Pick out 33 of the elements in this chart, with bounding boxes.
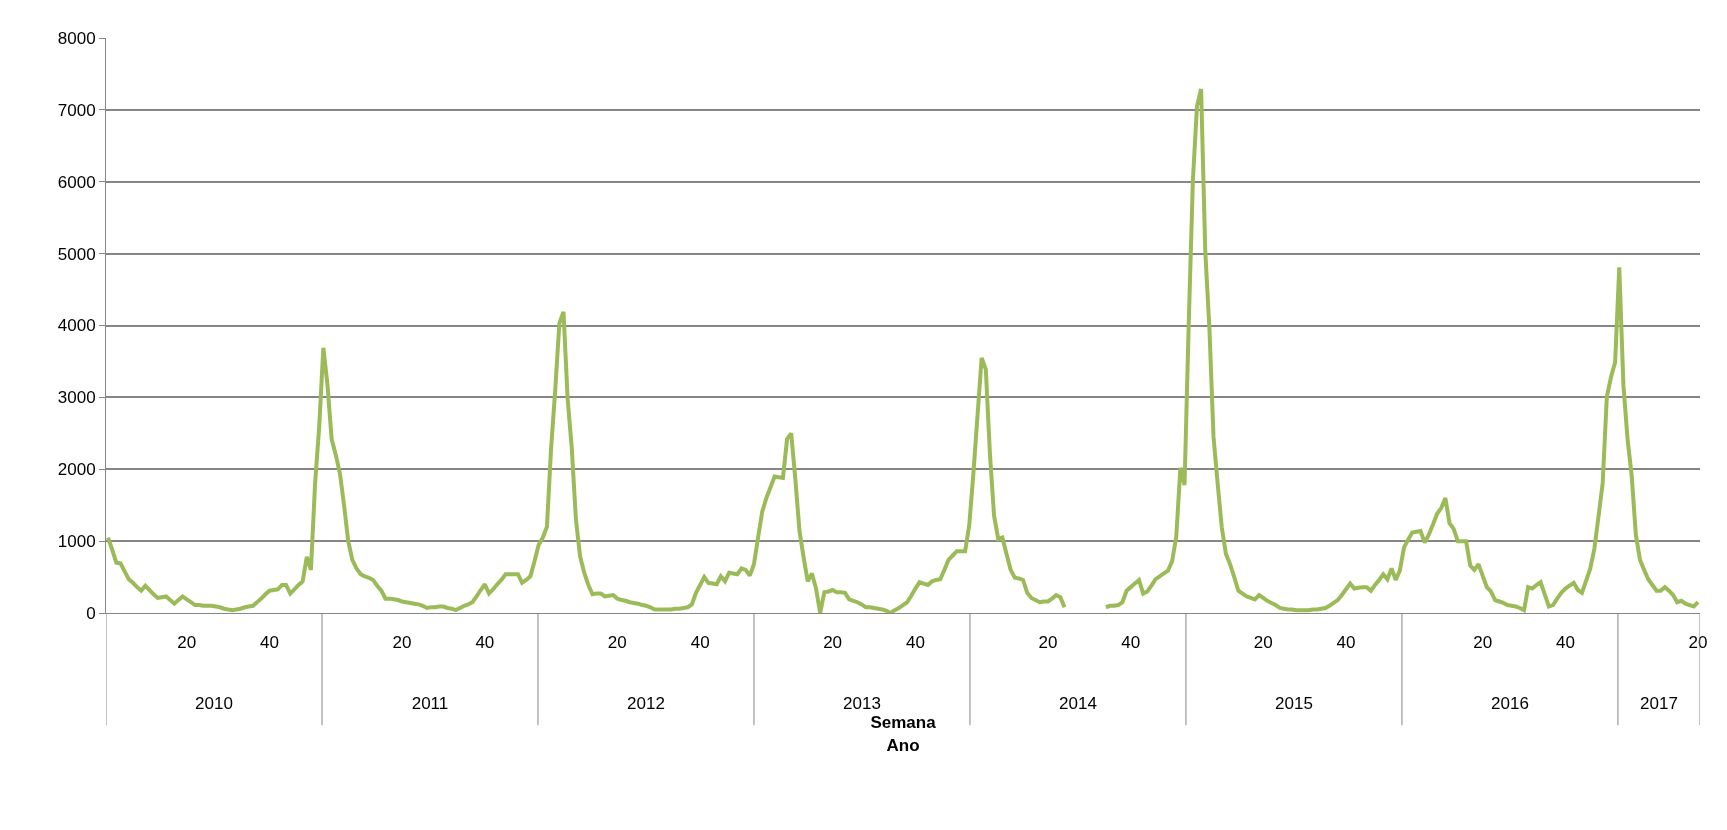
- x2-tick-label: 2015: [1275, 694, 1313, 713]
- y-tick-label: 1000: [57, 532, 96, 552]
- y-tick-label: 3000: [57, 388, 96, 408]
- y-tick-label: 2000: [57, 460, 96, 480]
- x2-tick-label: 2011: [411, 694, 449, 713]
- x2-tick-label: 2010: [195, 694, 233, 713]
- x-tick-label: 20: [823, 633, 843, 653]
- x-tick-label: 20: [1688, 633, 1708, 653]
- x-tick-label: 40: [1555, 633, 1575, 653]
- y-tick-label: 6000: [57, 172, 96, 192]
- y-tick-label: 5000: [57, 244, 96, 264]
- x-tick-label: 40: [1121, 633, 1141, 653]
- x-tick-label: 40: [260, 633, 279, 653]
- x-tick-label: 20: [177, 633, 197, 653]
- x2-tick-label: 2017: [1640, 694, 1678, 713]
- x-tick-label: 40: [690, 633, 710, 653]
- x-tick-label: 40: [905, 633, 925, 653]
- y-tick-label: 8000: [57, 28, 96, 48]
- x-tick-label: 20: [607, 633, 627, 653]
- x2-tick-label: 2016: [1491, 694, 1529, 713]
- x-tick-label: 20: [1253, 633, 1273, 653]
- x-tick-label: 20: [1473, 633, 1493, 653]
- x2-tick-label: 2012: [627, 694, 665, 713]
- x-axis-title: Semana Ano: [870, 713, 937, 755]
- x2-tick-label: 2014: [1059, 694, 1097, 713]
- x-tick-label: 20: [1038, 633, 1058, 653]
- y-tick-label: 0: [86, 603, 96, 623]
- x-tick-label: 40: [475, 633, 495, 653]
- x2-tick-label: 2013: [843, 694, 881, 713]
- x-tick-label: 40: [1336, 633, 1356, 653]
- y-tick-label: 7000: [57, 100, 96, 120]
- y-tick-label: 4000: [57, 316, 96, 336]
- x-tick-label: 20: [392, 633, 412, 653]
